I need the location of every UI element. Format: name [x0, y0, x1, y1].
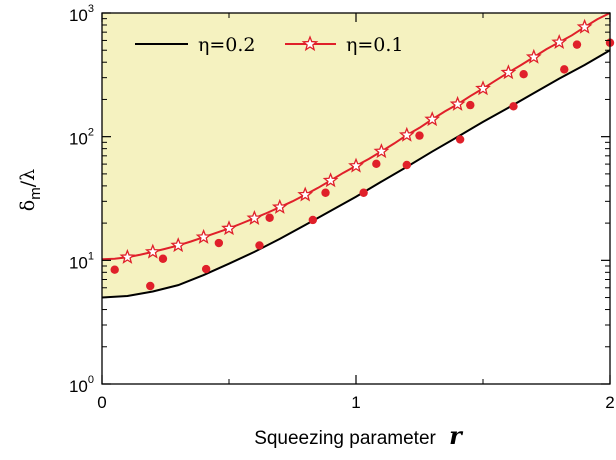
plot-area — [101, 12, 615, 299]
star-marker — [170, 237, 187, 253]
y-axis-title-main: δ — [17, 200, 39, 211]
y-tick-label-exp: 3 — [88, 3, 94, 15]
y-tick-label: 100 — [69, 374, 94, 396]
data-dot — [146, 281, 155, 291]
data-dot — [359, 188, 368, 197]
data-dot — [110, 265, 119, 274]
star-marker — [348, 157, 364, 173]
star-marker — [398, 126, 415, 142]
star-marker — [144, 243, 161, 259]
series-line-eta-0-2 — [101, 49, 611, 299]
star-marker — [195, 228, 212, 244]
star-marker — [551, 33, 568, 49]
star-marker — [119, 248, 136, 264]
y-axis-title: δm/λ — [17, 169, 44, 211]
data-dot — [415, 131, 424, 140]
y-axis-title-rest: /λ — [17, 169, 39, 187]
y-tick-label-exp: 0 — [88, 374, 94, 386]
legend: η=0.2 η=0.1 — [135, 34, 404, 56]
legend-label-eta02: η=0.2 — [198, 34, 256, 56]
y-tick-label-base: 10 — [69, 130, 88, 149]
x-axis-title-text: Squeezing parameter — [254, 428, 436, 449]
y-tick-label: 103 — [69, 3, 94, 25]
star-marker — [297, 186, 314, 202]
data-dot — [308, 215, 318, 225]
y-tick-label-base: 10 — [69, 6, 88, 25]
star-marker — [500, 64, 517, 80]
data-dot — [372, 159, 381, 169]
data-dot — [455, 135, 465, 144]
y-tick-label-base: 10 — [69, 377, 88, 396]
y-tick-label-exp: 1 — [88, 250, 94, 262]
x-tick-label: 0 — [97, 393, 106, 412]
star-marker — [424, 111, 441, 127]
star-marker — [449, 95, 466, 111]
star-marker — [271, 198, 288, 214]
x-tick-label: 2 — [605, 393, 614, 412]
data-dot — [255, 241, 264, 250]
star-marker — [525, 48, 542, 64]
data-dot — [201, 264, 211, 274]
star-marker — [322, 172, 339, 188]
y-tick-label-base: 10 — [69, 253, 88, 272]
x-axis-title: Squeezing parameter r — [254, 421, 464, 450]
y-axis-title-sub: m — [27, 187, 44, 200]
star-marker — [475, 80, 491, 96]
data-dot — [509, 102, 518, 111]
data-dot — [402, 160, 411, 170]
x-tick-label: 1 — [351, 393, 360, 412]
y-tick-label: 101 — [69, 250, 94, 272]
star-marker — [221, 220, 237, 236]
legend-star-marker — [301, 35, 319, 52]
data-dot — [519, 70, 528, 79]
star-marker — [576, 18, 593, 34]
star-marker — [373, 143, 390, 159]
data-dot — [214, 238, 224, 248]
data-dot — [466, 100, 475, 110]
y-tick-label-exp: 2 — [88, 127, 94, 139]
x-axis-title-symbol: r — [449, 421, 464, 450]
legend-label-eta01: η=0.1 — [346, 34, 404, 56]
data-dot — [321, 188, 330, 197]
data-dot — [265, 213, 274, 222]
data-dot — [158, 254, 168, 263]
y-tick-label: 102 — [69, 127, 94, 149]
star-marker — [246, 209, 263, 225]
data-dot — [560, 65, 569, 74]
data-dot — [572, 40, 582, 49]
